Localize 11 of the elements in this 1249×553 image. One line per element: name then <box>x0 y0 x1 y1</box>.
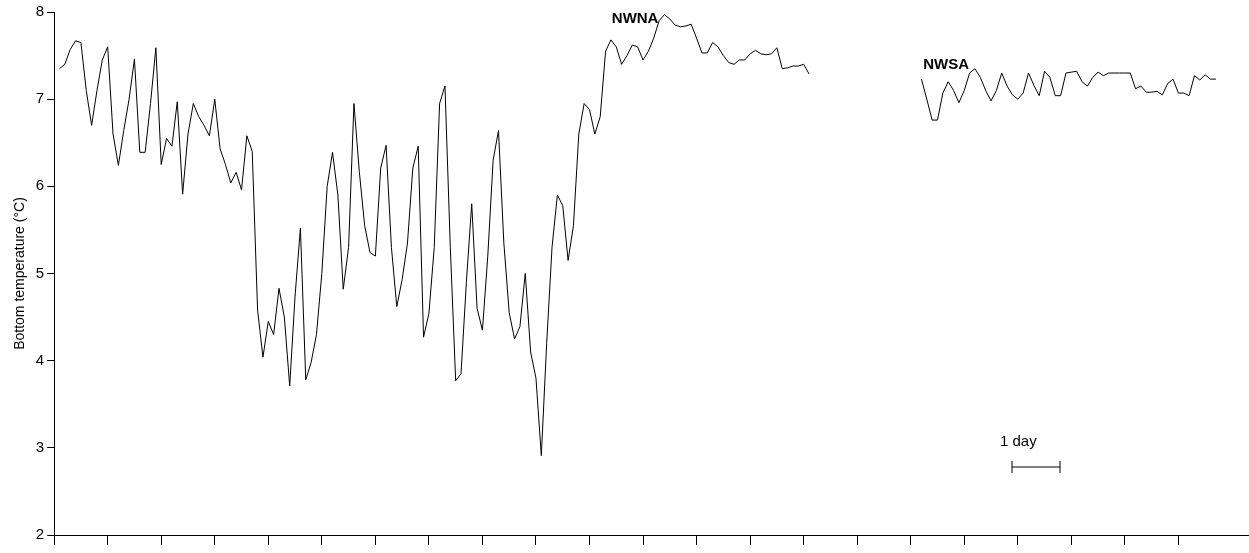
annotation: 1 day <box>1000 432 1037 449</box>
y-tick-label: 5 <box>35 263 45 281</box>
y-tick-label: 8 <box>35 2 45 20</box>
series-label: NWSA <box>923 55 970 73</box>
y-tick-label: 6 <box>35 176 45 194</box>
y-tick-label: 4 <box>35 350 45 368</box>
y-tick-label: 7 <box>35 89 45 107</box>
y-axis-title: Bottom temperature (°C) <box>11 197 28 350</box>
y-tick-label: 3 <box>35 437 45 455</box>
series-label: NWNA <box>611 8 659 26</box>
y-tick-label: 2 <box>35 525 45 543</box>
